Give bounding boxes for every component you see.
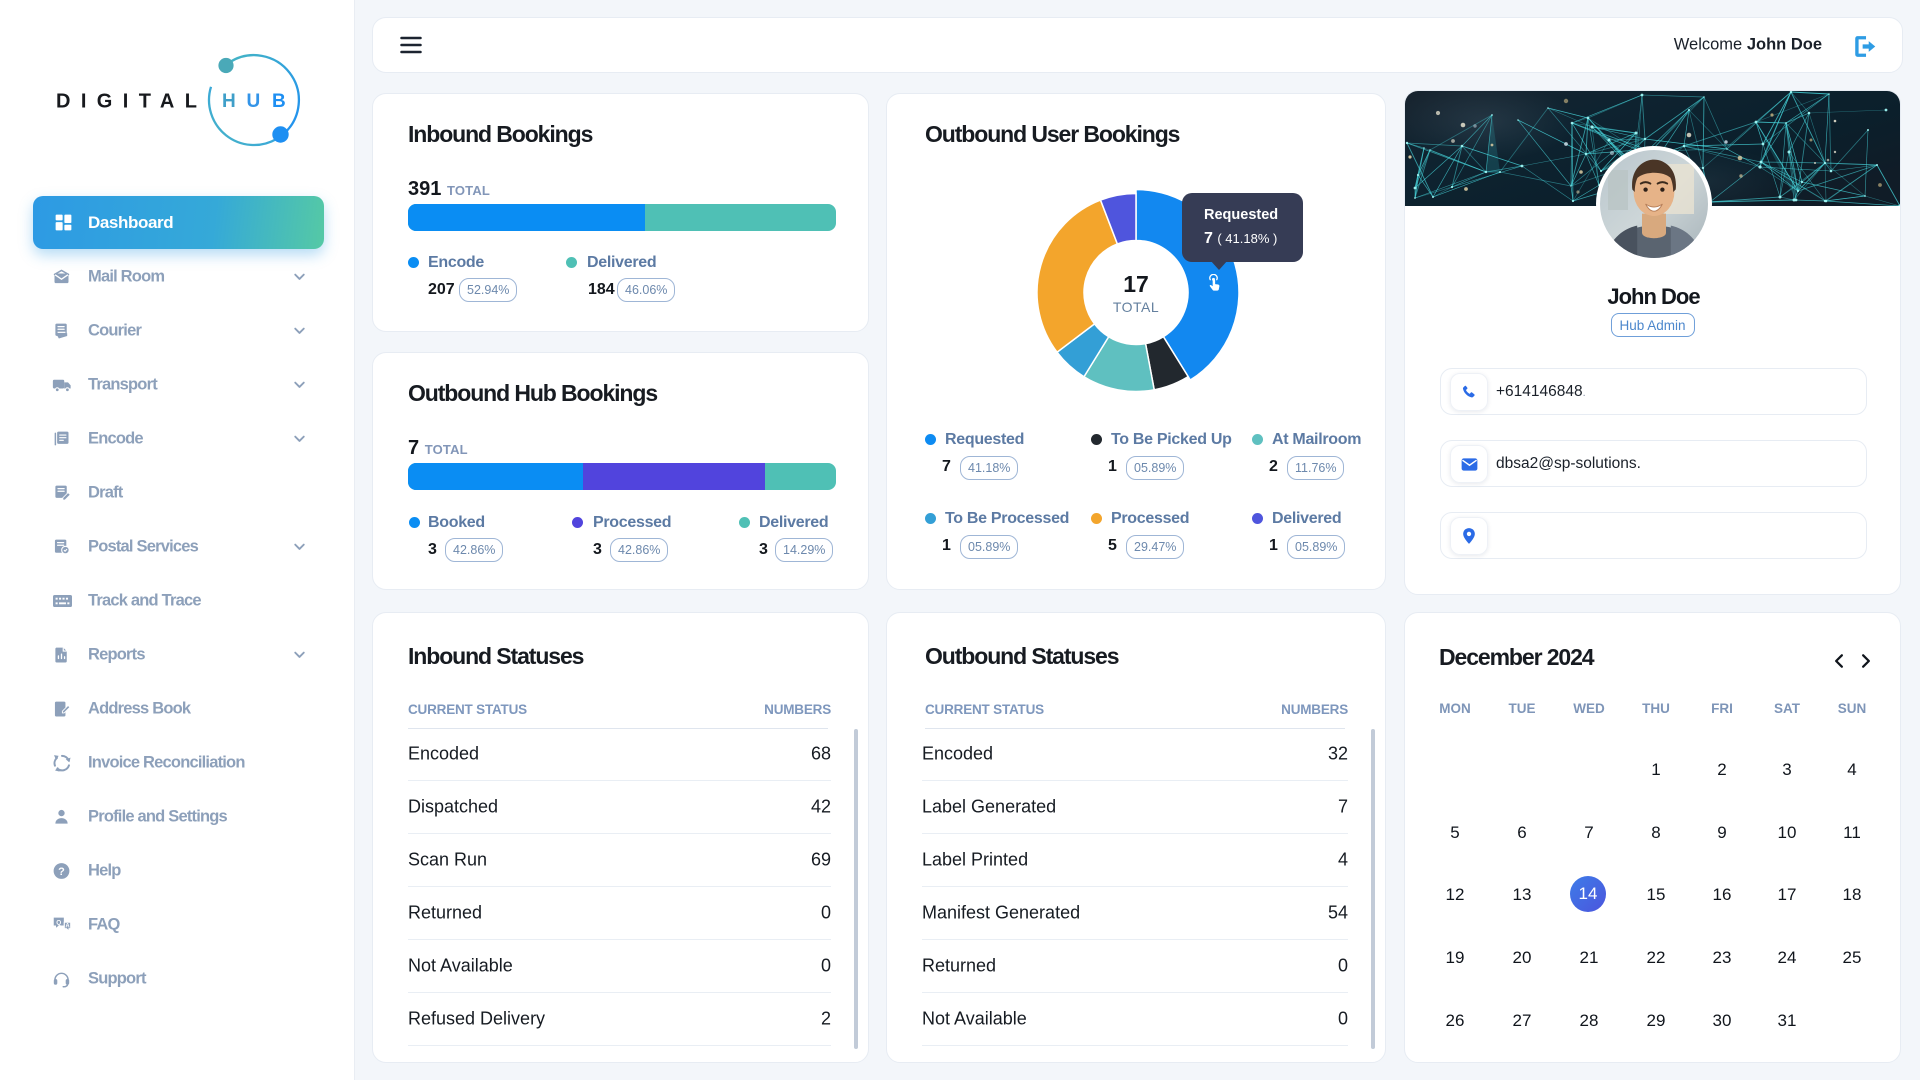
svg-text:H: H xyxy=(222,91,236,112)
svg-text:?: ? xyxy=(58,866,65,878)
svg-text:Q: Q xyxy=(56,919,61,926)
svg-text:A: A xyxy=(65,923,70,929)
svg-text:U: U xyxy=(247,91,261,112)
svg-text:DIGITAL: DIGITAL xyxy=(56,91,207,113)
svg-text:B: B xyxy=(272,91,286,112)
